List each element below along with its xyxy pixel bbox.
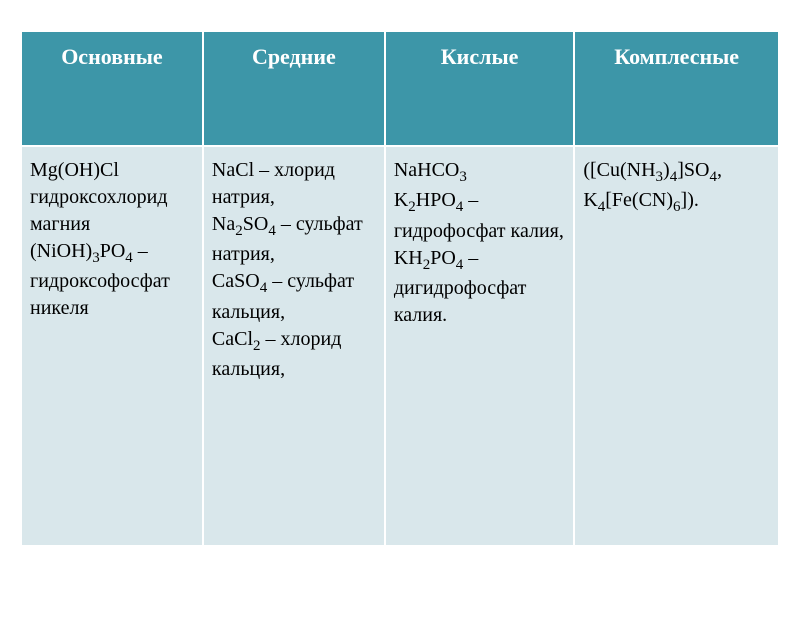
subscript: 4 xyxy=(268,223,276,239)
cell-basic: Mg(OH)Cl гидроксохлорид магния (NiOH)3PO4… xyxy=(21,146,203,546)
cell-text: Na xyxy=(212,213,235,235)
cell-text: HPO xyxy=(416,189,456,211)
table-header-row: Основные Средние Кислые Комплесные xyxy=(21,31,779,146)
subscript: 3 xyxy=(92,250,100,266)
cell-text: PO xyxy=(100,240,126,262)
header-basic: Основные xyxy=(21,31,203,146)
subscript: 3 xyxy=(459,169,467,185)
subscript: 6 xyxy=(673,199,681,215)
salts-table: Основные Средние Кислые Комплесные Mg(OH… xyxy=(20,30,780,547)
cell-text: ]). xyxy=(681,189,699,211)
header-normal: Средние xyxy=(203,31,385,146)
header-complex: Комплесные xyxy=(574,31,779,146)
header-acidic: Кислые xyxy=(385,31,575,146)
cell-text: [Fe(CN) xyxy=(605,189,673,211)
subscript: 2 xyxy=(408,199,416,215)
cell-text: CaSO xyxy=(212,270,260,292)
cell-text: NaHCO xyxy=(394,159,460,181)
cell-text: CaCl xyxy=(212,328,253,350)
cell-normal: NaCl – хлорид натрия,Na2SO4 – сульфат на… xyxy=(203,146,385,546)
cell-text: NaCl – хлорид натрия, xyxy=(212,159,335,208)
cell-text: ([Cu(NH xyxy=(583,159,655,181)
cell-text: KH xyxy=(394,247,423,269)
cell-text: K xyxy=(394,189,408,211)
subscript: 2 xyxy=(253,338,261,354)
cell-text: K xyxy=(583,189,597,211)
subscript: 3 xyxy=(656,169,664,185)
cell-text: гидроксохлорид магния xyxy=(30,186,168,235)
subscript: 4 xyxy=(709,169,717,185)
subscript: 4 xyxy=(125,250,133,266)
cell-complex: ([Cu(NH3)4]SO4,K4[Fe(CN)6]). xyxy=(574,146,779,546)
cell-text: ]SO xyxy=(677,159,709,181)
table-row: Mg(OH)Cl гидроксохлорид магния(NiOH)3PO4… xyxy=(21,146,779,546)
cell-text: , xyxy=(717,159,722,181)
cell-text: SO xyxy=(243,213,269,235)
cell-acidic: NaHCO3K2HPO4 – гидрофосфат калия,KH2PO4 … xyxy=(385,146,575,546)
cell-text: (NiOH) xyxy=(30,240,92,262)
subscript: 2 xyxy=(235,223,243,239)
cell-text: ) xyxy=(663,159,670,181)
cell-text: PO xyxy=(430,247,456,269)
cell-text: Mg(OH)Cl xyxy=(30,159,119,181)
